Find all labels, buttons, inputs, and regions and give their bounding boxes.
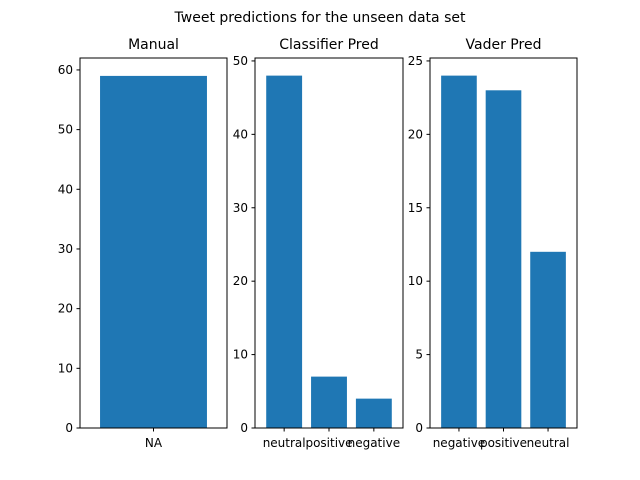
subplot-1: Manual 0 10 20 30 40 50 60 NA	[58, 37, 228, 450]
bar-negative	[441, 75, 477, 428]
y-tick-label: 40	[58, 182, 73, 196]
y-tick-label: 10	[58, 361, 73, 375]
y-tick-label: 50	[58, 123, 73, 137]
bar-NA	[100, 75, 207, 428]
x-tick-label: negative	[433, 436, 485, 450]
y-tick-label: 10	[233, 348, 248, 362]
x-tick-label: neutral	[263, 436, 306, 450]
figure-suptitle: Tweet predictions for the unseen data se…	[174, 10, 466, 26]
y-tick-label: 40	[233, 127, 248, 141]
y-tick-label: 20	[233, 274, 248, 288]
y-tick-label: 0	[65, 421, 73, 435]
x-tick-label: negative	[348, 436, 400, 450]
bar-positive	[311, 376, 347, 428]
y-tick-label: 0	[415, 421, 423, 435]
y-tick-label: 25	[408, 54, 423, 68]
x-tick-label: positive	[305, 436, 352, 450]
x-tick-label: NA	[145, 436, 163, 450]
x-tick-label: neutral	[527, 436, 570, 450]
bar-positive	[485, 90, 522, 429]
y-tick-label: 0	[240, 421, 248, 435]
x-tick-label: positive	[480, 436, 527, 450]
y-tick-label: 20	[58, 302, 73, 316]
subplot-title: Classifier Pred	[279, 37, 379, 53]
y-tick-label: 20	[408, 127, 423, 141]
y-tick-label: 10	[408, 274, 423, 288]
y-tick-label: 15	[408, 201, 423, 215]
bar-neutral	[530, 251, 566, 428]
y-tick-label: 50	[233, 54, 248, 68]
bar-neutral	[266, 75, 303, 428]
y-tick-label: 30	[58, 242, 73, 256]
subplot-2: Classifier Pred 0 10 20 30 40 50 neutral positiv…	[233, 37, 404, 450]
subplot-title: Manual	[128, 37, 179, 53]
y-tick-label: 30	[233, 201, 248, 215]
subplot-title: Vader Pred	[466, 37, 542, 53]
y-tick-label: 5	[415, 348, 423, 362]
bar-negative	[355, 398, 392, 428]
y-tick-label: 60	[58, 63, 73, 77]
